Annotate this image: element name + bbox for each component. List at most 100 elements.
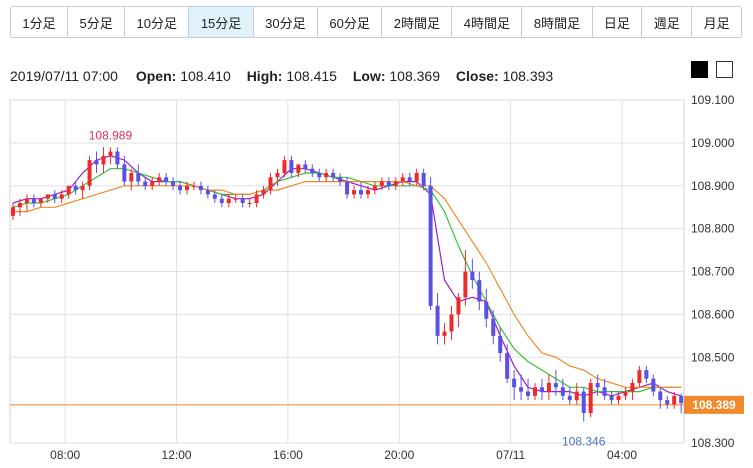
candle-body	[644, 370, 649, 379]
candle-body	[45, 194, 50, 199]
candle-body	[616, 395, 621, 401]
dark-theme-button[interactable]	[691, 61, 708, 78]
candle-body	[393, 181, 398, 186]
candle-body	[623, 391, 628, 396]
candle-body	[136, 172, 141, 182]
tab-4[interactable]: 15分足	[189, 7, 254, 37]
candle-body	[212, 194, 217, 199]
candle-body	[372, 185, 377, 191]
candle-body	[317, 172, 322, 178]
y-tick-label: 108.900	[691, 179, 735, 193]
x-tick-label: 16:00	[273, 448, 303, 462]
candle-body	[637, 370, 642, 383]
extreme-price-label: 108.346	[562, 434, 606, 448]
ohlc-datetime: 2019/07/11 07:00	[10, 68, 118, 84]
candle-body	[185, 185, 189, 191]
candle-body	[59, 194, 64, 199]
candle-body	[226, 198, 231, 203]
candle-body	[588, 382, 593, 413]
close-value: 108.393	[502, 68, 554, 84]
candle-body	[567, 395, 572, 401]
candle-body	[52, 194, 57, 199]
y-tick-label: 108.500	[691, 350, 735, 364]
candle-body	[324, 172, 329, 178]
candle-body	[526, 391, 531, 396]
tab-7[interactable]: 2時間足	[382, 7, 453, 37]
candle-body	[31, 198, 36, 203]
tab-2[interactable]: 5分足	[68, 7, 126, 37]
x-tick-label: 08:00	[50, 448, 80, 462]
candle-body	[80, 185, 85, 191]
candle-body	[602, 387, 607, 396]
low-value: 108.369	[389, 68, 440, 84]
timeframe-tabs: 1分足 5分足 10分足 15分足 30分足 60分足 2時間足 4時間足 8時間足 日足 週足 月足	[10, 6, 742, 38]
candle-body	[108, 151, 113, 156]
candle-body	[574, 391, 579, 401]
candle-body	[198, 185, 203, 191]
candle-body	[463, 271, 468, 298]
candle-body	[359, 190, 363, 195]
current-price-label: 108.389	[692, 398, 736, 412]
candle-body	[414, 172, 419, 182]
candle-body	[171, 181, 176, 186]
candle-body	[546, 382, 551, 392]
candle-body	[386, 181, 391, 186]
candle-body	[442, 331, 447, 336]
candle-body	[658, 391, 663, 401]
candle-body	[470, 271, 475, 281]
candle-body	[129, 172, 134, 182]
candle-body	[191, 185, 196, 187]
candle-body	[338, 177, 343, 182]
tab-6[interactable]: 60分足	[318, 7, 383, 37]
candle-body	[122, 164, 127, 182]
candle-body	[94, 160, 99, 165]
candle-body	[73, 185, 78, 191]
tab-5[interactable]: 30分足	[254, 7, 319, 37]
candle-body	[581, 391, 586, 413]
candle-body	[407, 177, 412, 182]
candle-body	[477, 280, 482, 302]
candle-body	[672, 395, 677, 405]
candle-body	[519, 387, 524, 392]
y-tick-label: 108.300	[691, 436, 735, 450]
tab-12[interactable]: 月足	[703, 15, 730, 31]
y-tick-label: 108.700	[691, 265, 735, 279]
tab-8[interactable]: 4時間足	[452, 7, 523, 37]
tab-10[interactable]: 日足	[593, 7, 643, 37]
candle-body	[491, 318, 496, 336]
candle-body	[595, 382, 600, 388]
x-tick-label: 07/11	[496, 448, 525, 462]
x-tick-label: 20:00	[384, 448, 414, 462]
candle-body	[157, 177, 162, 182]
candle-body	[651, 378, 656, 392]
tab-3[interactable]: 10分足	[125, 7, 190, 37]
tab-9[interactable]: 8時間足	[522, 7, 593, 37]
candle-body	[101, 155, 106, 165]
tab-11[interactable]: 週足	[642, 7, 693, 37]
candle-body	[679, 395, 684, 404]
candle-body	[505, 352, 510, 379]
y-tick-label: 109.000	[691, 136, 735, 150]
y-tick-label: 108.800	[691, 222, 735, 236]
candle-body	[247, 202, 252, 204]
candle-body	[365, 190, 370, 195]
candle-body	[24, 198, 29, 203]
candle-body	[143, 181, 148, 186]
candle-body	[289, 160, 294, 173]
candle-body	[560, 387, 565, 396]
candle-body	[345, 181, 350, 195]
ohlc-readout: 2019/07/11 07:00 Open: 108.410 High: 108…	[10, 68, 553, 84]
close-label: Close:	[455, 68, 499, 84]
extreme-price-label: 108.989	[89, 129, 133, 143]
candle-body	[178, 185, 183, 191]
candle-body	[379, 181, 384, 186]
candle-body	[87, 160, 92, 186]
candle-body	[665, 400, 670, 405]
candle-body	[553, 382, 558, 388]
light-theme-button[interactable]	[716, 61, 733, 78]
high-value: 108.415	[286, 68, 337, 84]
candle-body	[254, 194, 259, 203]
tab-1[interactable]: 1分足	[11, 7, 69, 37]
candle-body	[609, 395, 614, 401]
